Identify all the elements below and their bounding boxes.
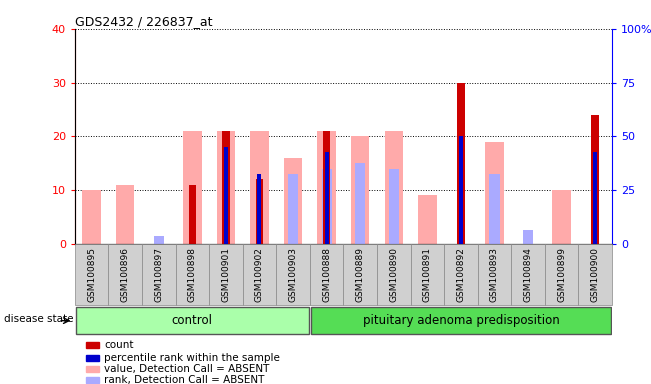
Bar: [377, 244, 411, 305]
FancyBboxPatch shape: [311, 307, 611, 334]
Text: pituitary adenoma predisposition: pituitary adenoma predisposition: [363, 314, 559, 327]
Bar: [243, 244, 276, 305]
Text: disease state: disease state: [4, 314, 74, 324]
Text: GSM100899: GSM100899: [557, 247, 566, 302]
Text: GSM100892: GSM100892: [456, 247, 465, 302]
Text: GSM100893: GSM100893: [490, 247, 499, 302]
Bar: [523, 230, 533, 244]
Bar: [142, 244, 176, 305]
Bar: [318, 131, 336, 244]
Bar: [86, 343, 99, 349]
Text: percentile rank within the sample: percentile rank within the sample: [104, 353, 281, 363]
Bar: [86, 377, 99, 383]
Bar: [256, 179, 263, 244]
Bar: [418, 195, 437, 244]
Text: GSM100902: GSM100902: [255, 247, 264, 302]
Text: GSM100895: GSM100895: [87, 247, 96, 302]
Text: GSM100889: GSM100889: [355, 247, 365, 302]
Bar: [258, 174, 262, 244]
Bar: [322, 169, 332, 244]
Bar: [183, 131, 202, 244]
Text: GSM100901: GSM100901: [221, 247, 230, 302]
Bar: [224, 147, 228, 244]
Text: GDS2432 / 226837_at: GDS2432 / 226837_at: [75, 15, 212, 28]
Bar: [411, 244, 444, 305]
Bar: [83, 190, 101, 244]
Text: GSM100894: GSM100894: [523, 247, 533, 302]
Bar: [323, 131, 330, 244]
Bar: [250, 131, 269, 244]
Bar: [284, 158, 302, 244]
Text: control: control: [172, 314, 213, 327]
Text: GSM100890: GSM100890: [389, 247, 398, 302]
Bar: [75, 244, 109, 305]
Text: GSM100897: GSM100897: [154, 247, 163, 302]
Bar: [351, 136, 369, 244]
Bar: [593, 152, 597, 244]
Bar: [578, 244, 612, 305]
Text: GSM100903: GSM100903: [288, 247, 298, 302]
Text: GSM100888: GSM100888: [322, 247, 331, 302]
Text: GSM100900: GSM100900: [590, 247, 600, 302]
Text: rank, Detection Call = ABSENT: rank, Detection Call = ABSENT: [104, 375, 265, 384]
Bar: [552, 190, 571, 244]
Bar: [176, 244, 209, 305]
Bar: [325, 152, 329, 244]
Bar: [310, 244, 344, 305]
Bar: [288, 174, 298, 244]
Text: GSM100891: GSM100891: [422, 247, 432, 302]
Bar: [209, 244, 243, 305]
FancyBboxPatch shape: [76, 307, 309, 334]
Bar: [355, 163, 365, 244]
Bar: [222, 131, 230, 244]
Bar: [389, 169, 399, 244]
Bar: [478, 244, 511, 305]
Bar: [459, 136, 463, 244]
Bar: [276, 244, 310, 305]
Text: value, Detection Call = ABSENT: value, Detection Call = ABSENT: [104, 364, 270, 374]
Bar: [217, 131, 235, 244]
Bar: [485, 142, 504, 244]
Bar: [154, 236, 164, 244]
Bar: [189, 185, 196, 244]
Bar: [444, 244, 478, 305]
Bar: [344, 244, 377, 305]
Bar: [511, 244, 545, 305]
Text: GSM100896: GSM100896: [120, 247, 130, 302]
Bar: [86, 355, 99, 361]
Bar: [457, 83, 465, 244]
Bar: [592, 115, 599, 244]
Bar: [109, 244, 142, 305]
Text: count: count: [104, 341, 134, 351]
Bar: [490, 174, 499, 244]
Text: GSM100898: GSM100898: [188, 247, 197, 302]
Bar: [116, 185, 135, 244]
Bar: [86, 366, 99, 372]
Bar: [545, 244, 578, 305]
Bar: [385, 131, 403, 244]
